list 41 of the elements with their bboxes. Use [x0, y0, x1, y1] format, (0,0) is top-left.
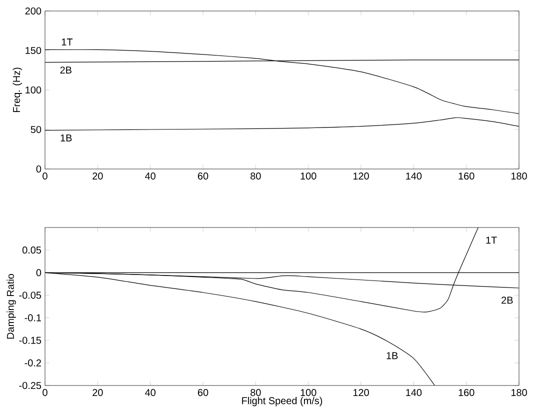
y-tick-label: -0.15	[19, 337, 42, 344]
x-tick-label: 60	[198, 389, 208, 396]
x-tick-label: 180	[511, 389, 527, 396]
y-tick-label: 0	[36, 166, 42, 173]
x-tick-label: 180	[511, 172, 527, 180]
x-tick-label: 20	[92, 389, 103, 396]
x-tick-label: 100	[300, 389, 316, 396]
series-label: 1B	[386, 352, 398, 360]
x-tick-label: 80	[250, 389, 261, 396]
y-tick-label: 150	[26, 47, 42, 54]
series-label: 1T	[62, 38, 73, 46]
y-axis-title: Freq. (Hz)	[12, 68, 22, 112]
x-tick-label: 120	[353, 389, 369, 396]
x-tick-label: 20	[92, 172, 103, 180]
series-label: 1B	[60, 134, 72, 142]
x-tick-label: 80	[250, 172, 261, 180]
series-label: 1T	[486, 237, 497, 244]
x-tick-label: 160	[458, 389, 474, 396]
y-tick-label: -0.05	[19, 292, 42, 299]
y-tick-label: 50	[30, 126, 42, 134]
y-tick-label: 0.05	[22, 246, 42, 254]
x-tick-label: 120	[353, 172, 369, 180]
y-tick-label: -0.25	[19, 382, 42, 390]
x-tick-label: 0	[42, 389, 48, 396]
y-tick-label: 200	[25, 8, 42, 15]
x-tick-label: 160	[458, 172, 474, 180]
x-axis-title: Flight Speed (m/s)	[242, 397, 322, 406]
x-tick-label: 100	[300, 172, 316, 180]
x-tick-label: 40	[145, 172, 156, 180]
y-tick-label: -0.2	[24, 360, 41, 367]
x-tick-label: 0	[42, 172, 48, 180]
series-label: 2B	[60, 66, 72, 74]
x-tick-label: 40	[145, 389, 156, 396]
x-tick-label: 140	[406, 172, 422, 180]
x-tick-label: 60	[198, 172, 208, 180]
y-tick-label: 100	[26, 86, 42, 94]
y-axis-title: Damping Ratio	[6, 274, 16, 339]
y-tick-label: 0	[36, 269, 42, 276]
y-tick-label: -0.1	[24, 314, 42, 322]
x-tick-label: 140	[406, 389, 422, 396]
series-label: 2B	[502, 296, 513, 304]
